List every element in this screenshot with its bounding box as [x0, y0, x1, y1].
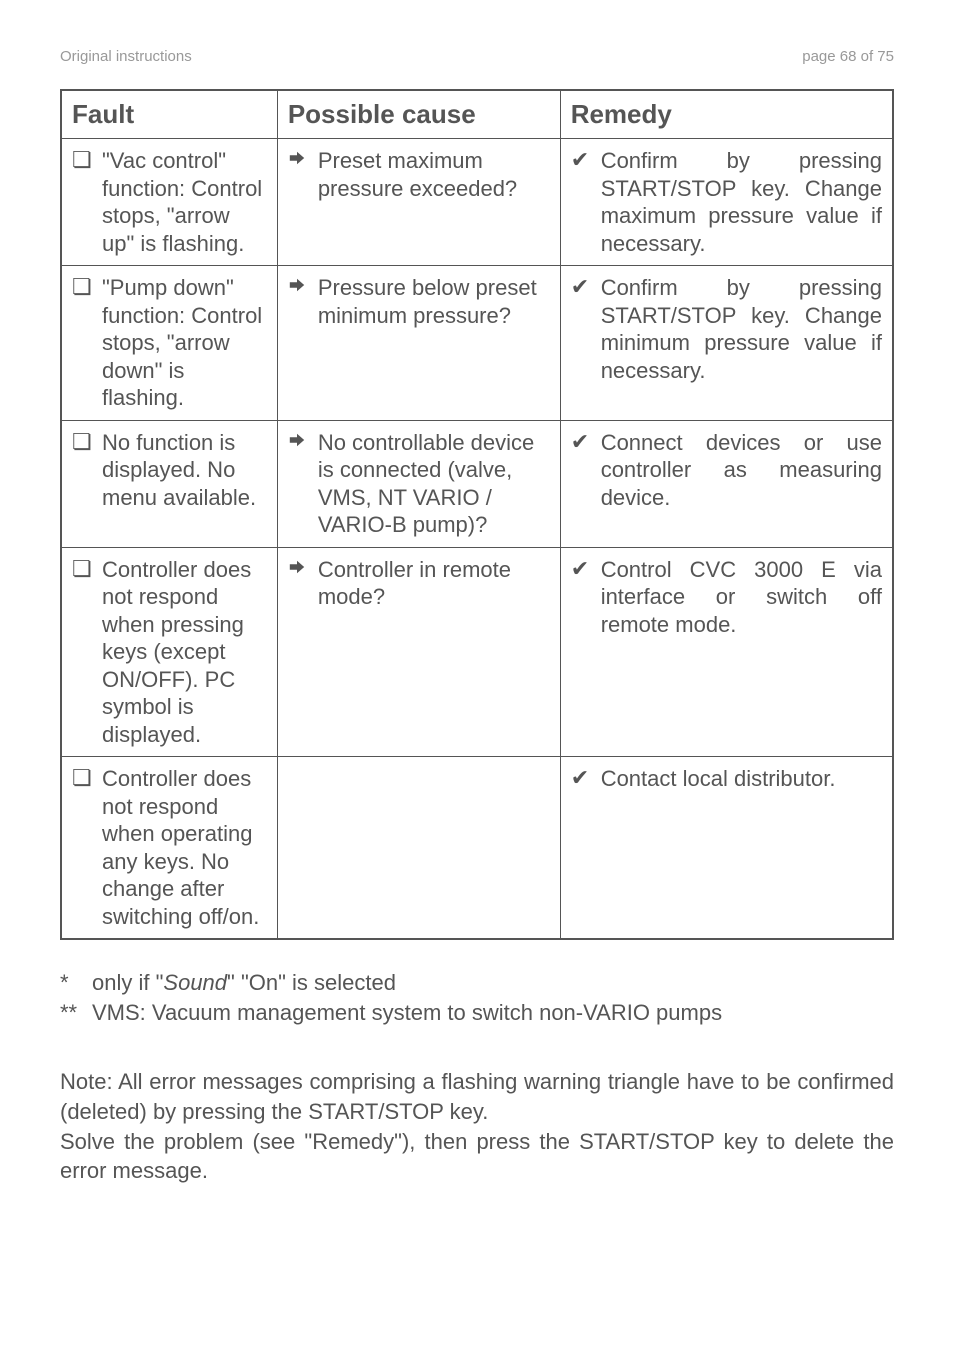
troubleshooting-table: Fault Possible cause Remedy ❏ "Vac contro… — [60, 89, 894, 940]
note-block: Note: All error messages comprising a fl… — [60, 1067, 894, 1186]
note-p2: Solve the problem (see "Remedy"), then p… — [60, 1127, 894, 1186]
square-icon: ❏ — [72, 765, 94, 791]
col-remedy: Remedy — [560, 90, 893, 139]
square-icon: ❏ — [72, 556, 94, 582]
footnote-2: VMS: Vacuum management system to switch … — [92, 998, 722, 1028]
arrow-icon — [288, 274, 310, 300]
note-p1: Note: All error messages comprising a fl… — [60, 1067, 894, 1126]
arrow-icon — [288, 429, 310, 455]
header-left: Original instructions — [60, 48, 192, 65]
remedy-text: Connect devices or use controller as mea… — [601, 429, 882, 512]
col-cause: Possible cause — [277, 90, 560, 139]
arrow-icon — [288, 147, 310, 173]
table-row: ❏ "Pump down" function: Control stops, "a… — [61, 266, 893, 421]
footnote-asterisk-2: ** — [60, 998, 92, 1028]
check-icon: ✔ — [571, 556, 593, 582]
table-row: ❏ No function is displayed. No menu avail… — [61, 420, 893, 547]
col-fault: Fault — [61, 90, 277, 139]
square-icon: ❏ — [72, 147, 94, 173]
fault-text: "Vac control" function: Control stops, "… — [102, 147, 267, 257]
square-icon: ❏ — [72, 429, 94, 455]
remedy-text: Control CVC 3000 E via interface or swit… — [601, 556, 882, 639]
square-icon: ❏ — [72, 274, 94, 300]
header-right: page 68 of 75 — [802, 48, 894, 65]
fault-text: Controller does not respond when operati… — [102, 765, 267, 930]
remedy-text: Contact local distributor. — [601, 765, 882, 793]
check-icon: ✔ — [571, 274, 593, 300]
remedy-text: Confirm by pressing START/STOP key. Chan… — [601, 147, 882, 257]
remedy-text: Confirm by pressing START/STOP key. Chan… — [601, 274, 882, 384]
footnotes: * only if "Sound" "On" is selected ** VM… — [60, 968, 894, 1027]
arrow-icon — [288, 556, 310, 582]
table-row: ❏ Controller does not respond when pressi… — [61, 547, 893, 757]
table-row: ❏ Controller does not respond when operat… — [61, 757, 893, 940]
check-icon: ✔ — [571, 147, 593, 173]
page-header: Original instructions page 68 of 75 — [60, 48, 894, 65]
cause-text: Pressure below preset minimum pressure? — [318, 274, 550, 329]
fault-text: "Pump down" function: Control stops, "ar… — [102, 274, 267, 412]
check-icon: ✔ — [571, 429, 593, 455]
footnote-asterisk: * — [60, 968, 92, 998]
table-row: ❏ "Vac control" function: Control stops, … — [61, 139, 893, 266]
fault-text: Controller does not respond when pressin… — [102, 556, 267, 749]
footnote-1: only if "Sound" "On" is selected — [92, 968, 396, 998]
cause-text: Controller in remote mode? — [318, 556, 550, 611]
cause-text: No controllable device is connected (val… — [318, 429, 550, 539]
check-icon: ✔ — [571, 765, 593, 791]
cause-text: Preset maximum pressure exceeded? — [318, 147, 550, 202]
fault-text: No function is displayed. No menu availa… — [102, 429, 267, 512]
